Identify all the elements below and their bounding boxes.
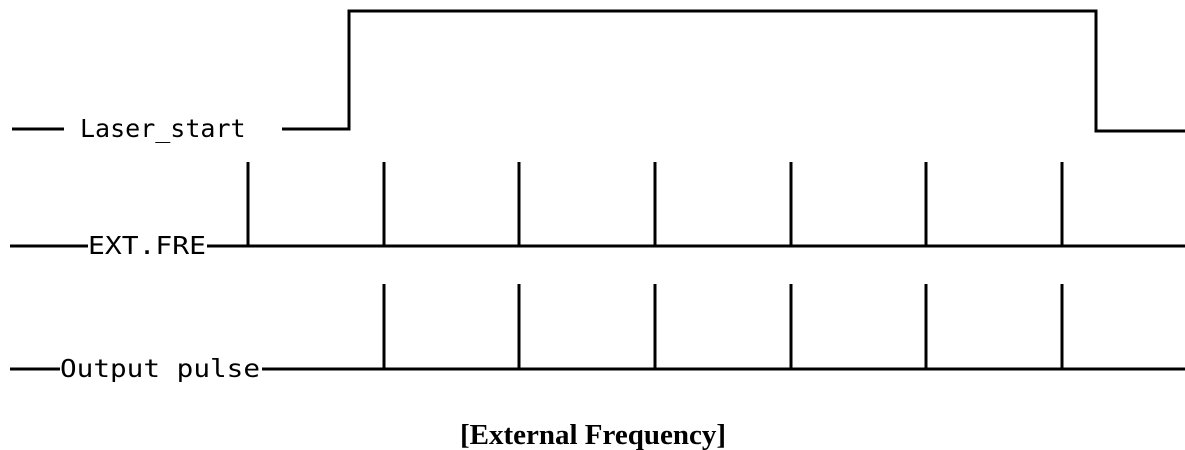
laser-start-label: Laser_start — [80, 114, 246, 143]
signal-output-pulse: Output pulse — [10, 284, 1185, 383]
signal-laser-start: Laser_start — [12, 9, 1185, 143]
signal-ext-fre: EXT.FRE — [10, 162, 1185, 260]
ext-fre-label: EXT.FRE — [88, 231, 206, 260]
ext-fre-pulses — [246, 162, 1064, 246]
output-pulse-label: Output pulse — [60, 354, 260, 383]
laser-start-waveform — [282, 9, 1185, 133]
output-pulses — [382, 284, 1064, 369]
diagram-caption: [External Frequency] — [460, 419, 726, 450]
